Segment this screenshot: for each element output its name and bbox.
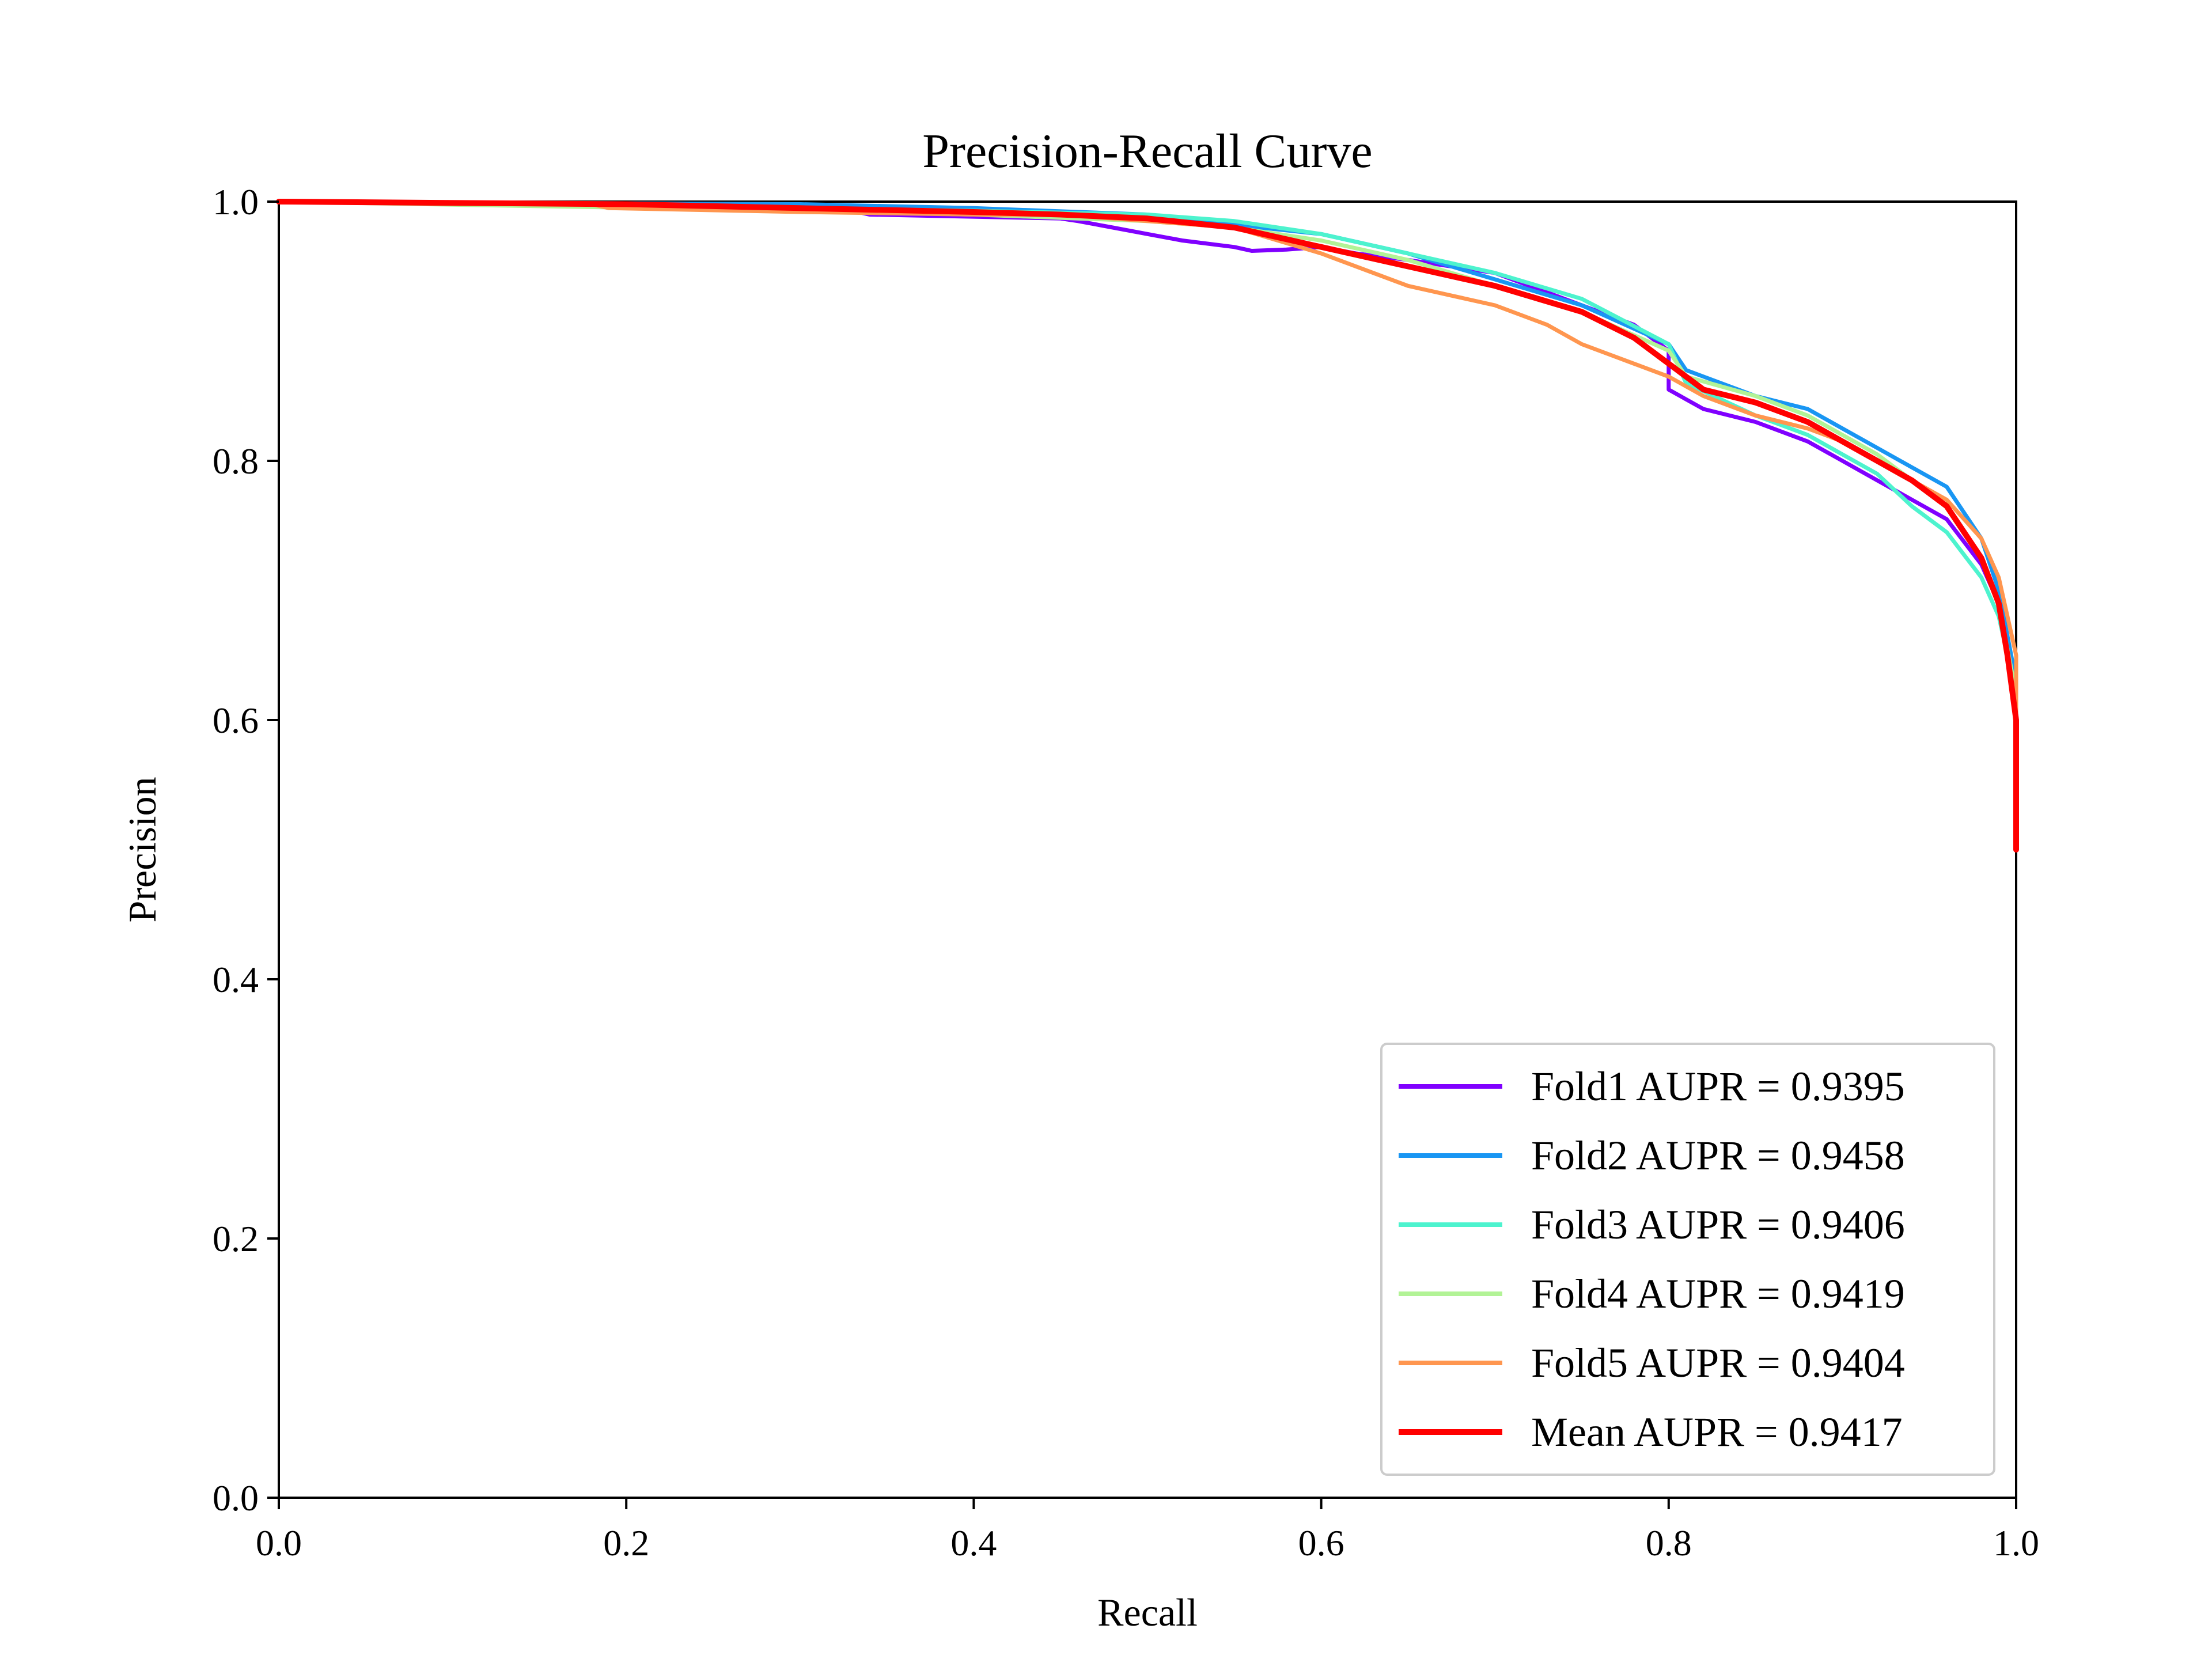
y-tick-label: 1.0 <box>213 181 259 222</box>
x-axis-label: Recall <box>1097 1590 1198 1634</box>
legend-label-2: Fold2 AUPR = 0.9458 <box>1531 1132 1905 1179</box>
y-tick-label: 0.8 <box>213 441 259 482</box>
y-tick-label: 0.4 <box>213 959 259 1000</box>
series-line-3 <box>276 199 2018 852</box>
x-tick-label: 0.0 <box>256 1522 302 1563</box>
y-tick-label: 0.0 <box>213 1478 259 1518</box>
legend-label-6: Mean AUPR = 0.9417 <box>1531 1409 1903 1455</box>
legend-label-3: Fold3 AUPR = 0.9406 <box>1531 1202 1905 1248</box>
x-tick-label: 0.6 <box>1298 1522 1344 1563</box>
x-tick-label: 0.4 <box>950 1522 997 1563</box>
y-axis-label: Precision <box>120 777 164 922</box>
legend-label-4: Fold4 AUPR = 0.9419 <box>1531 1271 1905 1317</box>
x-tick-label: 0.8 <box>1646 1522 1692 1563</box>
legend-box <box>1380 1043 1995 1476</box>
chart-title: Precision-Recall Curve <box>922 124 1372 178</box>
legend-label-5: Fold5 AUPR = 0.9404 <box>1531 1340 1905 1386</box>
series-line-6 <box>276 199 2019 853</box>
legend: Fold1 AUPR = 0.9395 Fold2 AUPR = 0.9458 Fo… <box>1380 1043 1995 1476</box>
y-tick-label: 0.2 <box>213 1218 259 1259</box>
x-tick-label: 1.0 <box>1993 1522 2039 1563</box>
x-tick-label: 0.2 <box>603 1522 649 1563</box>
y-tick-label: 0.6 <box>213 700 259 741</box>
legend-label-1: Fold1 AUPR = 0.9395 <box>1531 1063 1905 1109</box>
series-layer <box>276 199 2019 853</box>
axis-ticks: 0.0 0.2 0.4 0.6 0.8 1.0 0.0 0.2 0.4 0.6 0.8 1.0 <box>213 181 2039 1563</box>
